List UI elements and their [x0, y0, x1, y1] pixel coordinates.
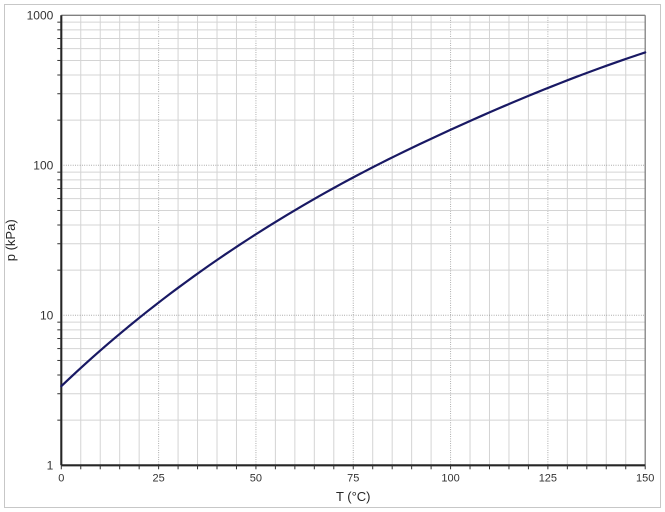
svg-text:0: 0	[58, 472, 64, 484]
svg-text:100: 100	[33, 158, 53, 172]
svg-text:100: 100	[441, 472, 459, 484]
svg-text:50: 50	[250, 472, 262, 484]
svg-text:75: 75	[347, 472, 359, 484]
svg-text:25: 25	[152, 472, 164, 484]
svg-text:10: 10	[40, 308, 54, 322]
svg-text:1: 1	[47, 458, 54, 472]
svg-text:1000: 1000	[27, 8, 54, 22]
svg-text:T (°C): T (°C)	[336, 489, 371, 504]
svg-text:p (kPa): p (kPa)	[3, 219, 18, 261]
svg-text:150: 150	[636, 472, 654, 484]
svg-text:125: 125	[539, 472, 557, 484]
